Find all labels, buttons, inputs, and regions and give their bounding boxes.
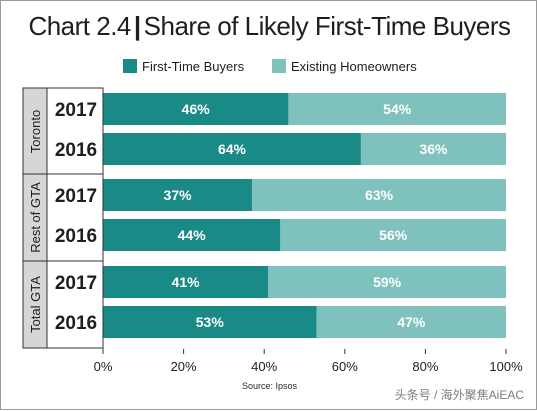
chart-subtitle: Share of Likely First-Time Buyers [143,11,511,41]
bar-toronto-2016-existing-homeowners [360,133,506,165]
group-label-total-gta: Total GTA [28,276,43,333]
data-label-total-gta-2017-first-time-buyers: 41% [172,274,201,290]
bar-rest-of-gta-2017-existing-homeowners [252,179,506,211]
watermark: 头条号 / 海外聚焦AiEAC [394,388,524,402]
bar-toronto-2017-existing-homeowners [288,93,506,125]
data-label-toronto-2017-existing-homeowners: 54% [383,101,412,117]
data-label-total-gta-2016-existing-homeowners: 47% [397,314,426,330]
legend-item-existing-homeowners: Existing Homeowners [272,56,417,76]
data-label-rest-of-gta-2016-existing-homeowners: 56% [379,227,408,243]
year-label-toronto-2017: 2017 [55,100,97,121]
data-label-toronto-2017-first-time-buyers: 46% [182,101,211,117]
x-tick-label: 0% [94,359,113,374]
legend-swatch-existing-homeowners [272,59,286,73]
source-note: Source: Ipsos [241,381,298,391]
data-label-rest-of-gta-2017-existing-homeowners: 63% [365,187,394,203]
bar-total-gta-2017-existing-homeowners [268,266,506,298]
x-tick-label: 100% [489,359,523,374]
data-label-rest-of-gta-2017-first-time-buyers: 37% [164,187,193,203]
legend-swatch-first-time-buyers [123,59,137,73]
group-label-toronto: Toronto [28,110,43,153]
bar-toronto-2016-first-time-buyers [103,133,361,165]
x-tick-label: 40% [251,359,277,374]
chart-title: Chart 2.4 | Share of Likely First-Time Buy… [1,11,537,42]
year-label-total-gta-2016: 2016 [55,313,97,334]
bar-total-gta-2017-first-time-buyers [103,266,269,298]
bar-rest-of-gta-2017-first-time-buyers [103,179,253,211]
data-label-toronto-2016-existing-homeowners: 36% [419,141,448,157]
legend-item-first-time-buyers: First-Time Buyers [123,56,244,76]
group-band-total-gta [22,260,48,349]
bar-total-gta-2016-existing-homeowners [316,306,506,338]
group-label-rest-of-gta: Rest of GTA [28,182,43,253]
x-tick-label: 60% [332,359,358,374]
legend-label-first-time-buyers: First-Time Buyers [142,58,245,74]
bar-total-gta-2016-first-time-buyers [103,306,317,338]
data-label-total-gta-2017-existing-homeowners: 59% [373,274,402,290]
bar-toronto-2017-first-time-buyers [103,93,289,125]
legend: First-Time Buyers Existing Homeowners [1,56,537,76]
year-label-toronto-2016: 2016 [55,140,97,161]
year-label-rest-of-gta-2017: 2017 [55,186,97,207]
year-cell-rest-of-gta [46,173,104,262]
year-label-rest-of-gta-2016: 2016 [55,226,97,247]
legend-label-existing-homeowners: Existing Homeowners [291,58,417,74]
chart-number: Chart 2.4 [28,11,131,41]
year-cell-total-gta [46,260,104,349]
bar-rest-of-gta-2016-first-time-buyers [103,219,281,251]
data-label-rest-of-gta-2016-first-time-buyers: 44% [178,227,207,243]
x-tick-label: 80% [412,359,438,374]
bar-rest-of-gta-2016-existing-homeowners [280,219,506,251]
data-label-total-gta-2016-first-time-buyers: 53% [196,314,225,330]
data-label-toronto-2016-first-time-buyers: 64% [218,141,247,157]
year-label-total-gta-2017: 2017 [55,273,97,294]
title-separator: | [133,11,141,41]
x-tick-label: 20% [171,359,197,374]
